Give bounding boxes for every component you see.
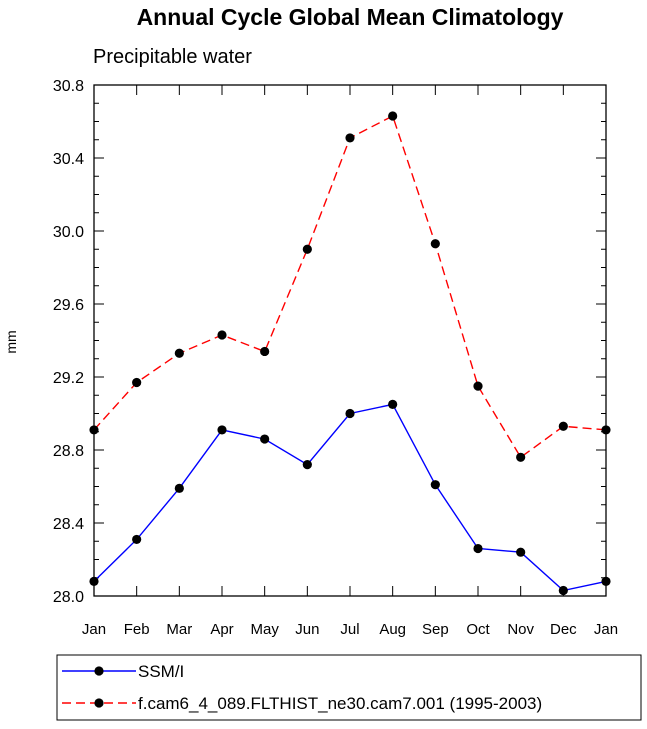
- data-point: [473, 381, 483, 391]
- plot-area: 28.0 28.4 28.8 29.2 29.6 30.0 30.4 30.8 Jan Feb Ma…: [53, 78, 618, 638]
- legend-marker-1: [94, 666, 104, 676]
- data-point: [302, 460, 312, 470]
- data-point: [388, 399, 398, 409]
- chart-subtitle: Precipitable water: [93, 46, 252, 68]
- data-point: [388, 111, 398, 121]
- data-point: [217, 425, 227, 435]
- data-point: [89, 576, 99, 587]
- legend-label-1: SSM/I: [138, 662, 184, 681]
- legend-box: [56, 654, 642, 721]
- x-tick-label: Aug: [379, 621, 406, 638]
- data-point: [345, 133, 355, 143]
- data-point: [217, 330, 227, 340]
- x-tick-label: Jan: [82, 621, 106, 638]
- legend-label-2: f.cam6_4_089.FLTHIST_ne30.cam7.001 (1995…: [138, 694, 542, 713]
- x-tick-label: Mar: [166, 621, 192, 638]
- y-axis-label: mm: [3, 330, 19, 353]
- x-tick-label: Feb: [124, 621, 150, 638]
- y-tick-label: 28.4: [53, 516, 84, 533]
- data-point: [89, 425, 99, 435]
- x-tick-label: Sep: [422, 621, 449, 638]
- data-point: [473, 543, 483, 554]
- data-point: [132, 377, 142, 388]
- x-tick-label: Jul: [340, 621, 359, 638]
- data-point: [260, 346, 270, 357]
- data-point: [558, 585, 568, 596]
- y-tick-label: 29.2: [53, 370, 84, 387]
- data-point: [430, 239, 440, 249]
- y-tick-label: 29.6: [53, 297, 84, 314]
- data-point: [516, 452, 526, 462]
- y-tick-label: 28.0: [53, 589, 84, 606]
- data-point: [302, 244, 312, 254]
- y-tick-label: 30.8: [53, 78, 84, 95]
- x-tick-label: May: [250, 621, 279, 638]
- x-tick-label: Nov: [507, 621, 534, 638]
- y-tick-label: 30.4: [53, 151, 84, 168]
- data-point: [558, 421, 568, 431]
- y-tick-label: 30.0: [53, 224, 84, 241]
- data-point: [430, 480, 440, 490]
- x-tick-label: Apr: [210, 621, 233, 638]
- x-tick-label: Jan: [594, 621, 618, 638]
- data-point: [260, 434, 270, 444]
- data-point: [174, 483, 184, 493]
- legend: SSM/I f.cam6_4_089.FLTHIST_ne30.cam7.001 …: [56, 654, 642, 721]
- legend-marker-2: [94, 698, 104, 708]
- x-tick-label: Dec: [550, 621, 577, 638]
- chart-title: Annual Cycle Global Mean Climatology: [137, 4, 564, 30]
- y-tick-label: 28.8: [53, 443, 84, 460]
- data-point: [601, 425, 611, 435]
- data-point: [516, 547, 526, 557]
- series-line-2: [93, 115, 607, 459]
- series-line-1: [93, 403, 607, 592]
- data-point: [345, 408, 355, 419]
- plot-frame: [93, 84, 607, 597]
- x-tick-label: Jun: [295, 621, 319, 638]
- data-point: [132, 534, 142, 545]
- data-point: [174, 348, 184, 358]
- x-tick-label: Oct: [466, 621, 490, 638]
- data-point: [601, 576, 611, 587]
